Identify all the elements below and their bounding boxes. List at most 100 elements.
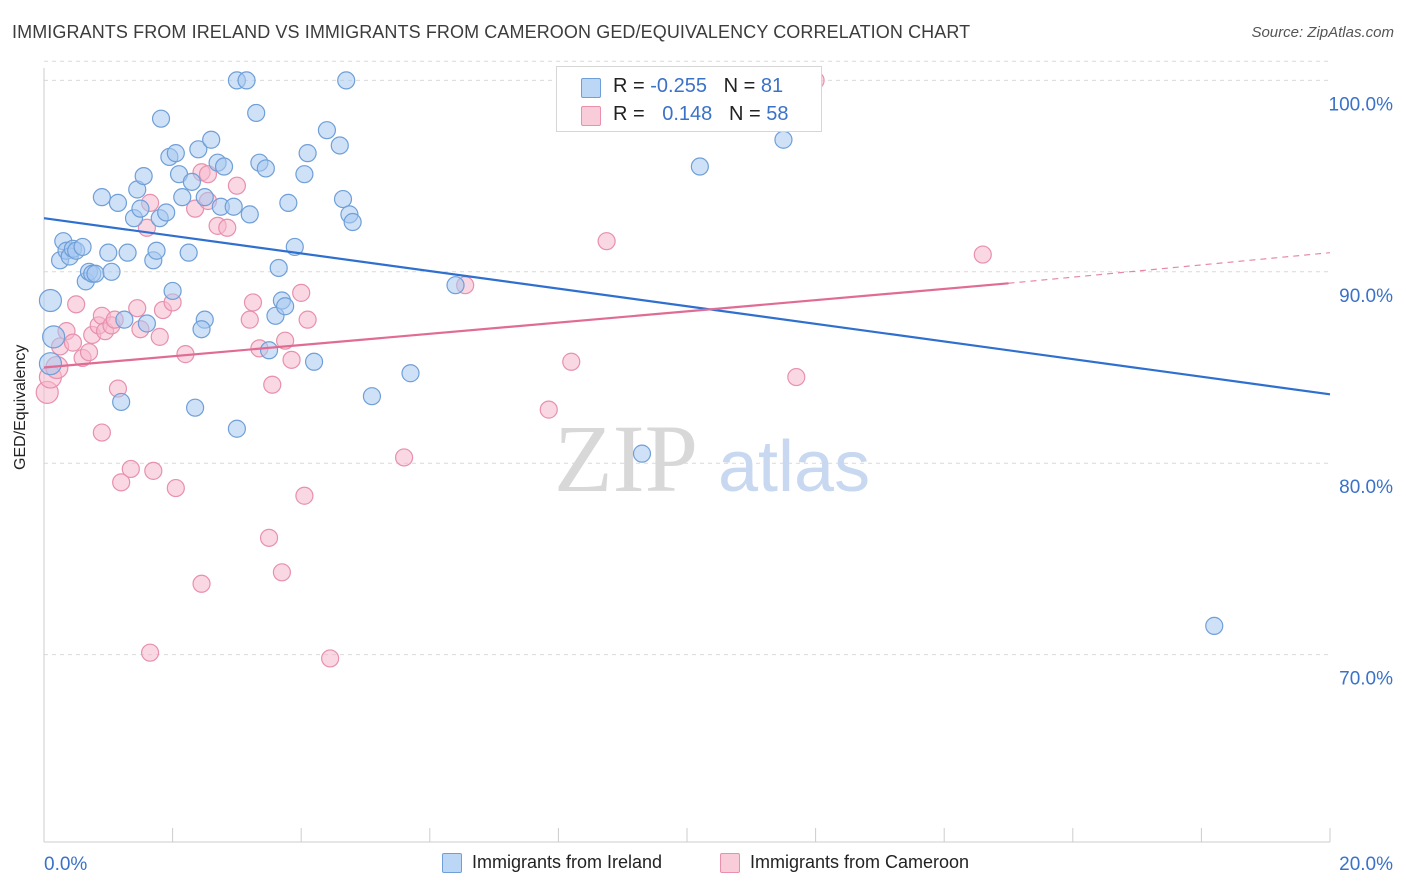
ireland-point [214,157,234,176]
cameroon-point [128,299,147,318]
ireland-point [1205,616,1224,635]
bottom-legend-label-ireland: Immigrants from Ireland [472,852,663,872]
correlation-legend: R = -0.255 N = 81 R = 0.148 N = 58 [556,66,822,132]
cameroon-point [973,245,992,264]
y-tick-label: 80.0% [1339,477,1393,498]
cameroon-point [321,649,340,668]
ireland-point [224,197,243,216]
ireland-point [137,314,156,333]
cameroon-point [298,310,317,329]
ireland-point [118,243,137,262]
cameroon-point [67,295,86,314]
ireland-point [330,136,349,155]
cameroon-point [272,563,292,582]
ireland-point [269,258,288,278]
ireland-point [186,398,205,417]
cameroon-point [166,478,185,498]
ireland-point [179,243,198,262]
y-tick-label: 90.0% [1339,286,1393,307]
legend-swatch-cameroon [581,106,601,126]
ireland-point [774,130,793,149]
cameroon-point [63,333,83,352]
legend-r-value-cameroon: 0.148 [662,103,713,125]
watermark: ZIP atlas [554,405,870,512]
cameroon-point [263,375,282,394]
cameroon-point [112,473,131,492]
ireland-point [632,444,652,463]
legend-r-value-ireland: -0.255 [650,75,707,97]
legend-r-label: R = [613,103,651,125]
ireland-point [237,71,256,90]
cameroon-point [295,486,314,505]
cameroon-point [121,459,140,479]
cameroon-point [394,448,414,467]
trend-line-ireland [43,217,1331,396]
cameroon-point [282,350,301,369]
ireland-point [337,71,356,90]
grid-lines [44,60,1330,656]
ireland-point [92,188,111,207]
cameroon-point [192,574,211,593]
tick-labels: 70.0% 80.0% 90.0% 100.0% 0.0% 20.0% [44,94,1393,875]
chart-title: IMMIGRANTS FROM IRELAND VS IMMIGRANTS FR… [12,22,971,42]
ireland-point [240,205,259,224]
cameroon-point [787,367,806,387]
ireland-point [256,159,275,178]
ireland-point [151,109,171,128]
ireland-point [189,140,208,159]
cameroon-point [140,643,160,662]
ireland-point [42,325,66,349]
source-label: Source: ZipAtlas.com [1251,24,1394,41]
cameroon-point [276,331,295,350]
legend-n-label: N = [723,75,761,97]
ireland-point [333,189,353,209]
ireland-point [163,281,182,301]
watermark-atlas: atlas [718,427,870,507]
ireland-point [147,241,166,260]
series-cameroon-points [35,71,992,668]
cameroon-point [144,461,163,480]
cameroon-point [79,343,99,362]
trend-line-cameroon-extension [1008,252,1331,284]
ireland-point [295,165,314,184]
ireland-point [259,341,279,360]
ireland-point [166,144,185,163]
legend-n-value-ireland: 81 [760,75,784,97]
ireland-point [317,121,337,140]
cameroon-point [259,528,279,547]
ireland-point [276,297,295,316]
ireland-point [202,130,221,149]
cameroon-point [243,293,263,312]
ireland-point [343,212,362,232]
ireland-point [192,320,211,339]
cameroon-point [227,176,246,195]
bottom-legend-swatch-ireland [442,853,462,873]
y-tick-label: 70.0% [1339,669,1393,690]
cameroon-point [597,232,616,251]
legend-swatch-ireland [581,78,601,98]
ireland-point [298,144,317,163]
ireland-point [247,103,266,123]
legend-r-label: R = [613,75,651,97]
ireland-point [38,352,63,376]
ireland-point [279,193,298,212]
series-ireland-points [38,71,1224,635]
ireland-point [99,243,118,262]
cameroon-point [562,352,581,371]
ireland-point [182,172,201,191]
trend-line-cameroon [43,282,1009,369]
x-tick-label: 20.0% [1339,854,1393,875]
watermark-zip: ZIP [554,405,698,512]
ireland-point [362,387,382,406]
cameroon-point [539,400,558,419]
bottom-legend-label-cameroon: Immigrants from Cameroon [750,852,970,872]
cameroon-point [92,423,111,442]
ireland-point [73,237,92,257]
legend-n-label: N = [728,103,767,125]
axes [43,68,1331,843]
ireland-point [304,352,324,371]
ireland-point [131,199,150,218]
cameroon-point [218,218,237,237]
ireland-point [86,264,105,283]
